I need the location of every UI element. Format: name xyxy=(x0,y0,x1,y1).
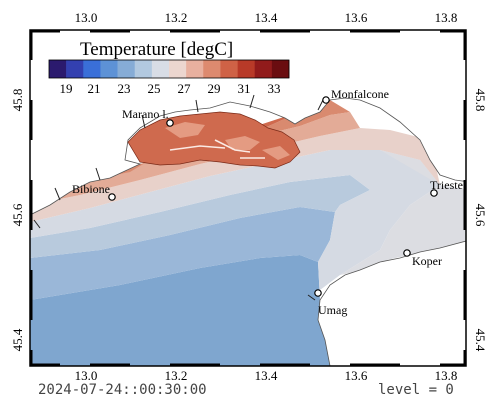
river-3 xyxy=(141,114,146,129)
y-ticks-right: 45.4 45.6 45.8 xyxy=(473,89,488,352)
colorbar-swatch-13 xyxy=(271,60,290,78)
place-marker-monfalcone xyxy=(322,96,330,104)
band-28 xyxy=(30,128,440,222)
y-tick-right-0: 45.4 xyxy=(473,329,488,352)
place-label-koper: Koper xyxy=(412,254,442,268)
y-tick-right-1: 45.6 xyxy=(473,204,488,227)
colorbar-swatch-7 xyxy=(169,60,187,78)
x-ticks-bottom: 13.0 13.2 13.4 13.6 13.8 xyxy=(75,368,458,383)
river-4 xyxy=(195,99,199,113)
colorbar-swatch-0 xyxy=(49,60,67,78)
band-25 xyxy=(30,207,335,300)
place-umag: Umag xyxy=(314,289,347,317)
place-monfalcone: Monfalcone xyxy=(322,87,389,104)
colorbar-swatch-9 xyxy=(203,60,221,78)
colorbar-swatch-1 xyxy=(66,60,84,78)
timestamp-label: 2024-07-24::00:30:00 xyxy=(38,382,207,398)
colorbar-swatch-11 xyxy=(237,60,256,78)
x-tick-top-0: 13.0 xyxy=(75,10,98,25)
place-marano: Marano l. xyxy=(122,107,174,127)
band-26 xyxy=(30,175,370,258)
place-marker-trieste xyxy=(430,189,438,197)
colorbar-title: Temperature [degC] xyxy=(80,39,233,60)
colorbar-tick-2: 23 xyxy=(118,81,131,96)
land-istria xyxy=(317,240,466,366)
lagoon-highlights xyxy=(165,122,290,160)
place-marker-bibione xyxy=(108,193,116,201)
colorbar-tick-0: 19 xyxy=(60,81,73,96)
lagoon-channels xyxy=(169,139,265,159)
colorbar-swatch-6 xyxy=(151,60,170,78)
colorbar-tick-6: 31 xyxy=(238,81,251,96)
place-koper: Koper xyxy=(403,249,442,268)
y-tick-left-2: 45.8 xyxy=(10,89,25,112)
colorbar-swatches xyxy=(49,60,290,78)
colorbar-tick-7: 33 xyxy=(268,81,281,96)
place-label-bibione: Bibione xyxy=(72,182,110,196)
x-tick-top-1: 13.2 xyxy=(165,10,188,25)
places: Marano l. Monfalcone Bibione Trieste Kop… xyxy=(72,87,463,317)
place-label-trieste: Trieste xyxy=(430,178,463,192)
x-tick-bottom-2: 13.4 xyxy=(255,368,278,383)
colorbar-swatch-10 xyxy=(220,60,238,78)
colorbar-swatch-5 xyxy=(134,60,153,78)
place-label-monfalcone: Monfalcone xyxy=(331,87,389,101)
colorbar-outline xyxy=(48,59,290,79)
colorbar-swatch-2 xyxy=(83,60,101,78)
colorbar-tick-4: 27 xyxy=(178,81,192,96)
place-label-umag: Umag xyxy=(318,303,347,317)
river-2 xyxy=(95,167,101,181)
band-27 xyxy=(30,150,440,300)
x-tick-bottom-1: 13.2 xyxy=(165,368,188,383)
colorbar-swatch-4 xyxy=(117,60,136,78)
y-tick-left-0: 45.4 xyxy=(10,328,25,351)
x-tick-top-3: 13.6 xyxy=(345,10,368,25)
place-bibione: Bibione xyxy=(72,182,116,201)
level-label: level = 0 xyxy=(378,382,454,398)
colorbar-tick-5: 29 xyxy=(208,81,221,96)
colorbar-tick-1: 21 xyxy=(88,81,101,96)
y-ticks-left: 45.4 45.6 45.8 xyxy=(10,89,25,352)
place-marker-koper xyxy=(403,249,411,257)
x-tick-bottom-3: 13.6 xyxy=(345,368,368,383)
place-label-marano: Marano l. xyxy=(122,107,169,121)
x-ticks-top: 13.0 13.2 13.4 13.6 13.8 xyxy=(75,10,458,25)
colorbar-swatch-12 xyxy=(254,60,273,78)
x-tick-bottom-0: 13.0 xyxy=(75,368,98,383)
x-tick-bottom-4: 13.8 xyxy=(435,368,458,383)
y-tick-left-1: 45.6 xyxy=(10,203,25,226)
colorbar-swatch-3 xyxy=(100,60,118,78)
river-8 xyxy=(307,294,316,301)
river-1 xyxy=(54,187,61,201)
place-marker-marano xyxy=(166,119,174,127)
colorbar-swatch-8 xyxy=(186,60,204,78)
colorbar-tick-3: 25 xyxy=(148,81,161,96)
place-marker-umag xyxy=(314,289,322,297)
band-24 xyxy=(30,255,330,366)
place-trieste: Trieste xyxy=(430,178,463,197)
y-tick-right-2: 45.8 xyxy=(473,89,488,112)
river-7 xyxy=(33,219,41,229)
x-tick-top-2: 13.4 xyxy=(255,10,278,25)
river-5 xyxy=(249,94,255,109)
colorbar: Temperature [degC] 19 21 23 25 27 29 31 … xyxy=(48,39,290,96)
x-tick-top-4: 13.8 xyxy=(435,10,458,25)
band-coastal-east xyxy=(340,150,466,275)
frame-border xyxy=(29,29,467,367)
